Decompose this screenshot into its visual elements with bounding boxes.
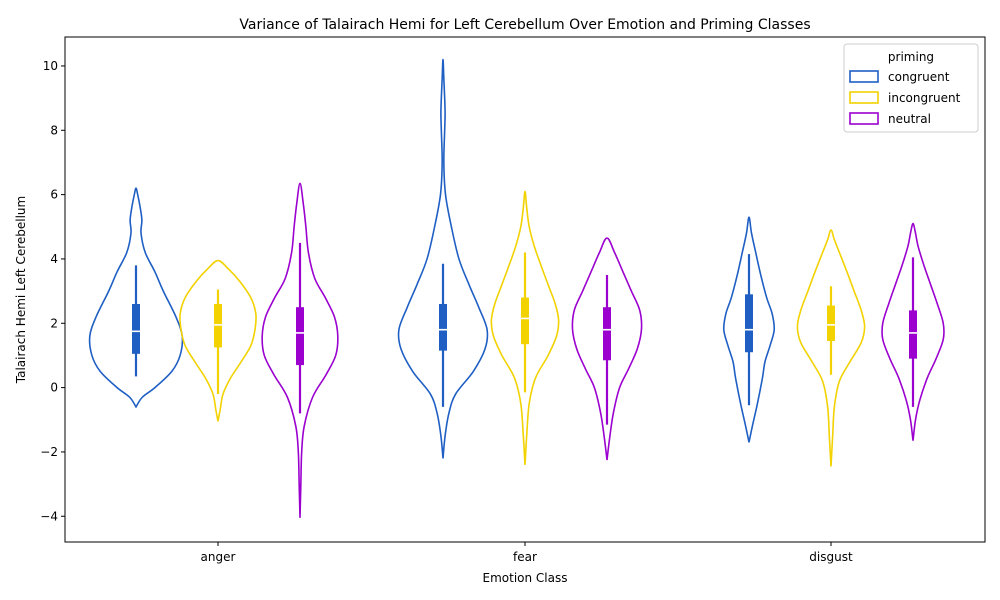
y-axis: −4 −2 0 2 4 6 8 10 (40, 59, 65, 523)
y-axis-label: Talairach Hemi Left Cerebellum (14, 196, 28, 384)
violin-iqr-box (603, 307, 611, 361)
y-tick-label: 6 (50, 188, 58, 202)
legend-swatch (849, 91, 879, 104)
violin-neutral-disgust (881, 222, 945, 441)
legend-item-incongruent: incongruent (849, 91, 961, 105)
legend-swatch (849, 70, 879, 83)
violin-iqr-box (214, 303, 222, 348)
violin-iqr-box (745, 294, 753, 353)
violin-incongruent-anger (179, 259, 257, 422)
violin-outline (88, 187, 184, 409)
legend-label: neutral (888, 112, 931, 126)
chart-title: Variance of Talairach Hemi for Left Cere… (239, 17, 810, 33)
violin-outline (722, 216, 776, 443)
y-tick-label: −2 (40, 445, 58, 459)
legend-frame (843, 43, 979, 133)
x-tick-label-fear: fear (513, 550, 537, 564)
x-axis: anger fear disgust (201, 542, 853, 564)
violin-iqr-box (296, 307, 304, 366)
violin-iqr-box (909, 310, 917, 359)
violin-congruent-disgust (722, 216, 776, 443)
violin-outline (796, 229, 866, 467)
violin-congruent-fear (397, 58, 489, 459)
y-tick-label: 4 (50, 252, 58, 266)
violin-outline (397, 58, 489, 459)
violin-outline (261, 182, 339, 518)
violin-outline (490, 190, 560, 465)
violin-iqr-box (827, 305, 835, 341)
legend-label: incongruent (888, 91, 961, 105)
x-tick-label-anger: anger (201, 550, 236, 564)
violin-outline (179, 259, 257, 422)
y-tick-label: −4 (40, 509, 58, 523)
violin-outline (881, 222, 945, 441)
violin-iqr-box (439, 303, 447, 351)
x-axis-label: Emotion Class (483, 571, 568, 585)
y-tick-label: 0 (50, 381, 58, 395)
y-tick-label: 10 (43, 59, 58, 73)
legend: priming congruent incongruent neutral (843, 43, 979, 133)
x-tick-label-disgust: disgust (809, 550, 853, 564)
violin-neutral-anger (261, 182, 339, 518)
violin-iqr-box (132, 303, 140, 354)
y-tick-label: 8 (50, 123, 58, 137)
y-tick-label: 2 (50, 316, 58, 330)
violin-congruent-anger (88, 187, 184, 409)
violin-outline (571, 237, 643, 461)
legend-item-congruent: congruent (849, 70, 950, 84)
violin-neutral-fear (571, 237, 643, 461)
violin-iqr-box (521, 297, 529, 345)
legend-swatch (849, 112, 879, 125)
legend-item-neutral: neutral (849, 112, 931, 126)
legend-label: congruent (888, 70, 950, 84)
violin-incongruent-disgust (796, 229, 866, 467)
violin-incongruent-fear (490, 190, 560, 465)
legend-title: priming (888, 50, 934, 64)
plot-area (88, 58, 945, 518)
